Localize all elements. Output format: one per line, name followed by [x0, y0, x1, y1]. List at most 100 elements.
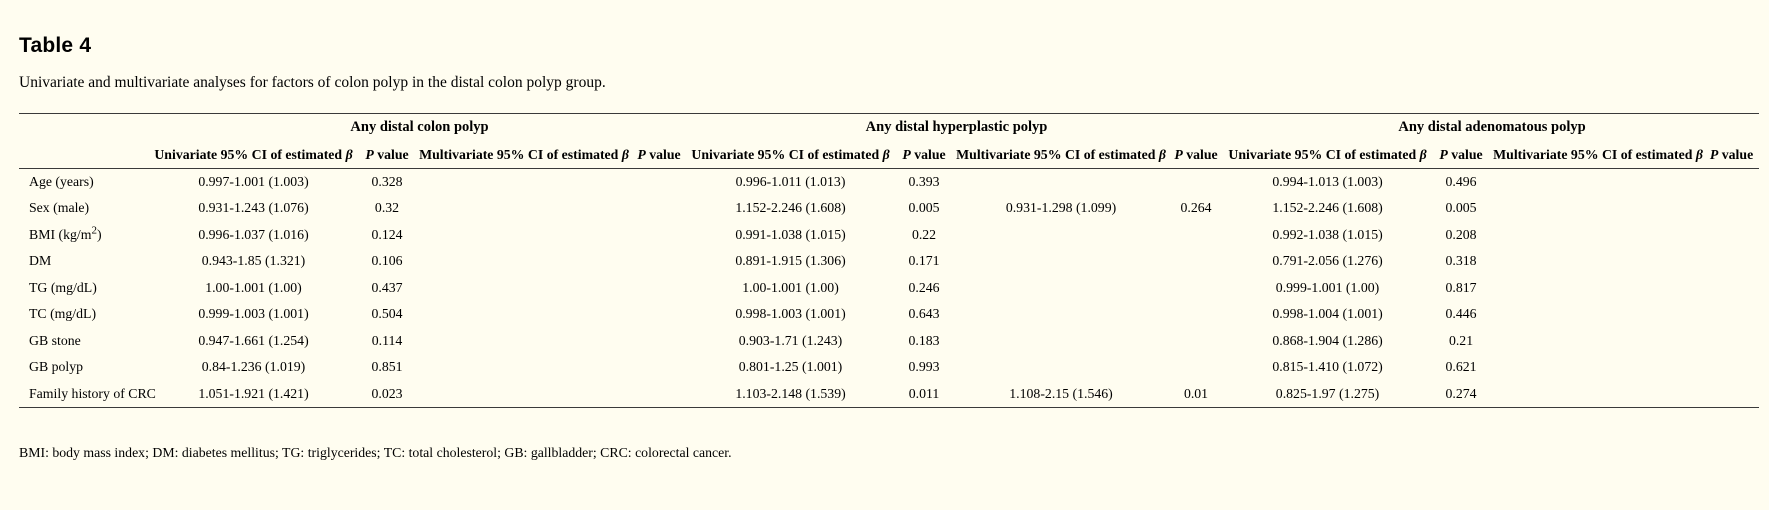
table-cell: [418, 380, 630, 408]
page: Table 4 Univariate and multivariate anal…: [19, 34, 1760, 460]
table-cell: [630, 301, 688, 328]
table-cell: [418, 301, 630, 328]
table-cell: 0.32: [374, 200, 400, 216]
table-cell: [418, 222, 630, 249]
p-value-header: P value: [893, 141, 956, 169]
row-label: Age (years): [29, 174, 94, 189]
table-cell: [630, 169, 688, 196]
row-label: Family history of CRC: [19, 380, 156, 408]
table-cell: [1492, 301, 1704, 328]
table-cell: 0.005: [1445, 200, 1477, 216]
table-cell: 0.851: [371, 359, 403, 375]
multivariate-ci-header: Multivariate 95% CI of estimated β: [955, 141, 1168, 169]
p-value-header: P value: [1704, 141, 1760, 169]
table-cell: 0.22: [911, 226, 937, 242]
table-cell: [1492, 222, 1704, 249]
footnote: BMI: body mass index; DM: diabetes melli…: [19, 444, 732, 460]
table-row: Family history of CRC 1.051-1.921 (1.421)…: [19, 380, 1760, 408]
table-caption: Univariate and multivariate analyses for…: [19, 74, 606, 91]
table-title: Table 4: [19, 34, 92, 57]
table-cell: 0.643: [908, 306, 940, 322]
table-cell: [1167, 222, 1225, 249]
table-cell: 0.023: [356, 380, 418, 408]
table-cell: [418, 195, 630, 222]
p-value-header: P value: [356, 141, 418, 169]
group-header-spacer: [19, 113, 151, 142]
table-cell: [1167, 248, 1225, 275]
table-cell: 1.00-1.001 (1.00): [205, 279, 302, 295]
table-cell: 0.106: [371, 253, 403, 269]
multivariate-ci-header: Multivariate 95% CI of estimated β: [418, 141, 630, 169]
row-label: GB stone: [29, 332, 81, 348]
table-cell: 1.108-2.15 (1.546): [955, 380, 1168, 408]
table-cell: [1492, 380, 1705, 408]
table-cell: [630, 222, 688, 249]
table-cell: [955, 301, 1167, 328]
table-cell: [955, 169, 1167, 196]
row-label: BMI (kg/m2): [29, 224, 102, 242]
table-cell: 0.998-1.003 (1.001): [735, 306, 846, 322]
group-header-distal-hyperplastic-polyp: Any distal hyperplastic polyp: [688, 113, 1226, 142]
table-cell: 0.393: [908, 174, 940, 189]
table-cell: 0.931-1.243 (1.076): [198, 200, 309, 216]
table-cell: 0.246: [908, 279, 940, 295]
table-cell: 0.992-1.038 (1.015): [1272, 226, 1383, 242]
table-cell: 0.791-2.056 (1.276): [1272, 253, 1383, 269]
table-cell: 0.318: [1445, 253, 1477, 269]
multivariate-ci-header: Multivariate 95% CI of estimated β: [1492, 141, 1705, 169]
table-cell: [1492, 248, 1704, 275]
table-cell: [1492, 354, 1704, 381]
table-cell: [630, 354, 688, 381]
table-cell: [418, 328, 630, 355]
p-value-header: P value: [1167, 141, 1226, 169]
table-cell: [418, 169, 630, 196]
group-header-distal-colon-polyp: Any distal colon polyp: [151, 113, 689, 142]
table-cell: 0.999-1.003 (1.001): [198, 306, 309, 322]
table-cell: 0.801-1.25 (1.001): [738, 359, 843, 375]
table-cell: [1704, 380, 1760, 408]
group-header-distal-adenomatous-polyp: Any distal adenomatous polyp: [1225, 113, 1760, 142]
table-cell: [1167, 275, 1225, 302]
table-row: Age (years) 0.997-1.001 (1.003) 0.328 0.996…: [19, 169, 1759, 196]
table-cell: 0.931-1.298 (1.099): [1005, 200, 1117, 216]
table-cell: 0.005: [908, 200, 940, 216]
table-cell: 1.103-2.148 (1.539): [688, 380, 894, 408]
table-cell: 0.437: [371, 279, 403, 295]
table-cell: 0.274: [1430, 380, 1493, 408]
table-row: DM 0.943-1.85 (1.321) 0.106 0.891-1.915 (1.…: [19, 248, 1759, 275]
table-cell: [630, 248, 688, 275]
table-cell: [1704, 275, 1759, 302]
table-cell: 0.208: [1445, 226, 1477, 242]
p-value-header: P value: [1430, 141, 1493, 169]
table-cell: 1.152-2.246 (1.608): [735, 200, 846, 216]
table-cell: [630, 328, 688, 355]
univariate-ci-header: Univariate 95% CI of estimated β: [151, 141, 356, 169]
table-row: BMI (kg/m2) 0.996-1.037 (1.016) 0.124 0.991…: [19, 222, 1759, 249]
table-cell: 0.264: [1180, 200, 1212, 216]
table-cell: 1.051-1.921 (1.421): [151, 380, 356, 408]
table-cell: [1704, 169, 1759, 196]
table-cell: [1492, 169, 1704, 196]
table-cell: [1492, 328, 1704, 355]
table-cell: [955, 328, 1167, 355]
table-cell: [1167, 169, 1225, 196]
table-cell: [630, 275, 688, 302]
table-cell: 0.998-1.004 (1.001): [1272, 306, 1383, 322]
row-label: TC (mg/dL): [29, 306, 97, 322]
table-cell: [1704, 301, 1759, 328]
table-cell: [1704, 328, 1759, 355]
table-cell: 0.996-1.011 (1.013): [735, 174, 846, 189]
table-cell: [955, 222, 1167, 249]
table-cell: 0.999-1.001 (1.00): [1275, 279, 1380, 295]
table-cell: [418, 275, 630, 302]
p-value-header: P value: [630, 141, 689, 169]
table-cell: 0.504: [371, 306, 403, 322]
table-cell: 0.997-1.001 (1.003): [198, 174, 309, 189]
table-cell: [1167, 354, 1225, 381]
table-cell: [630, 380, 689, 408]
table-cell: [630, 195, 688, 222]
table-cell: 0.496: [1445, 174, 1477, 189]
analysis-table: Any distal colon polyp Any distal hyperp…: [19, 113, 1760, 408]
table-cell: [1704, 195, 1759, 222]
